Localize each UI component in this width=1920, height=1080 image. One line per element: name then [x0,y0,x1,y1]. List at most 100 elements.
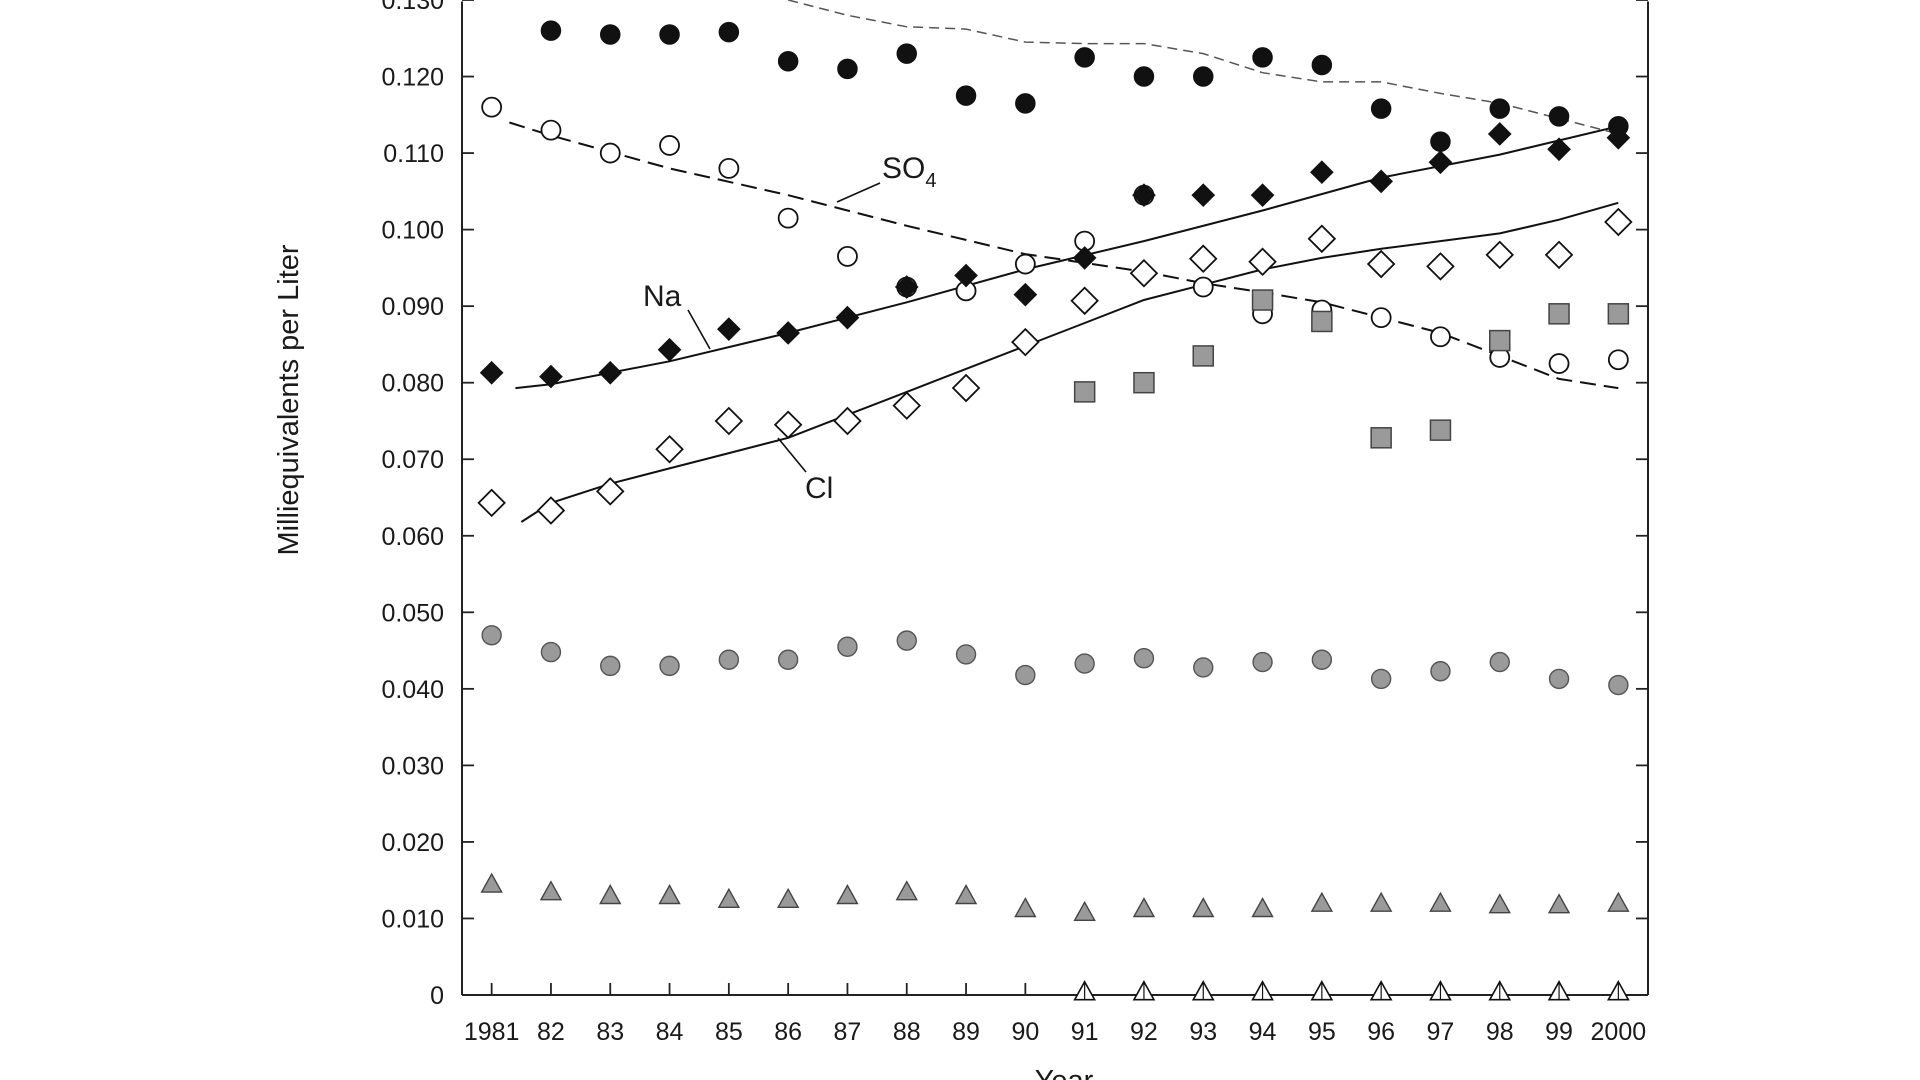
open-diamond-point [1604,207,1633,237]
gray-circle-point [777,649,799,670]
open-circle-point [777,207,799,229]
so4-trend-line [509,121,1619,390]
axes: 0 0.010 0.020 0.030 0.040 0.050 0.060 0.070 0.08… [381,0,1649,1046]
filled-diamond-point [1547,137,1571,162]
filled-diamond-point [1132,183,1156,208]
open-diamond-point [536,496,566,525]
gray-square-point [1548,303,1570,325]
na-label: Na [643,280,682,313]
na-leader-line [687,309,711,350]
x-tick-label: 97 [1427,1018,1455,1046]
y-tick-label: 0 [430,982,444,1010]
x-tick-label: 90 [1011,1018,1039,1046]
filled-diamond-point [1369,169,1393,194]
x-tick-label: 88 [893,1018,921,1046]
data-markers [477,20,1633,1001]
y-tick-label: 0.080 [381,370,444,398]
open-circle-point [1607,349,1629,371]
cl-label: Cl [805,472,833,505]
y-tick-label: 0.060 [381,523,444,551]
open-diamond-point [477,488,506,518]
cl-trend-line [520,201,1619,523]
gray-circle-point [1548,668,1570,690]
gray-circle-point [1430,661,1451,682]
filled-circle-point [1133,66,1155,87]
open-diamond-point [714,406,744,436]
y-tick-label: 0.020 [381,829,444,857]
open-circle-point [481,96,503,118]
filled-diamond-point [1310,160,1334,185]
y-tick-label: 0.030 [381,752,444,780]
x-tick-label: 87 [834,1018,862,1046]
gray-circle-point [659,655,680,677]
x-tick-label: 1981 [464,1018,520,1046]
y-tick-label: 0.120 [381,64,444,92]
filled-diamond-point [1250,183,1275,208]
open-diamond-point [1426,252,1455,281]
gray-square-point [1192,345,1214,367]
filled-diamond-point [954,263,978,288]
gray-triangle-point [1132,897,1156,918]
filled-circle-point [837,58,858,80]
open-circle-point [659,135,680,156]
open-diamond-point [595,477,625,506]
open-circle-point [1548,353,1570,374]
so4-label: SO4 [882,152,936,192]
series-labels: SO4 Na Cl [643,152,936,505]
filled-diamond-point [717,317,741,341]
open-diamond-point [1248,247,1277,277]
open-diamond-point [833,406,862,436]
x-tick-label: 92 [1130,1018,1158,1046]
x-axis-title: Year [1035,1065,1094,1080]
gray-triangle-point [1547,893,1571,914]
gray-square-point [1073,381,1096,403]
open-diamond-point [892,391,922,420]
filled-diamond-point [1013,282,1038,307]
gray-circle-point [540,641,562,663]
gray-circle-point [1074,653,1095,674]
open-diamond-point [1485,240,1515,270]
gray-triangle-point [1607,891,1630,912]
y-tick-label: 0.040 [381,676,444,704]
filled-diamond-point [894,275,919,299]
open-circle-point [540,119,562,141]
filled-diamond-point [598,360,623,385]
open-diamond-point [951,373,981,403]
x-tick-label: 85 [715,1018,743,1046]
filled-circle-point [540,20,562,41]
y-tick-label: 0.110 [383,140,444,168]
gray-triangle-point [954,884,978,905]
gray-circle-point [1608,674,1629,696]
x-tick-label: 96 [1367,1018,1395,1046]
gray-circle-point [896,630,917,651]
gray-triangle-point [1251,897,1274,918]
gray-triangle-point [480,872,503,893]
open-diamond-point [1188,244,1218,273]
gray-triangle-point [776,887,800,909]
gray-triangle-point [1488,893,1511,914]
gray-square-point [1607,303,1630,325]
gray-square-point [1133,371,1155,394]
so4-label-main: SO [882,152,925,185]
y-tick-label: 0.090 [381,293,444,321]
filled-circle-point [777,50,799,72]
gray-square-point [1251,289,1274,311]
open-circle-point [718,157,740,179]
y-tick-label: 0.010 [381,905,444,933]
gray-triangle-point [1192,897,1215,918]
y-axis-title: Milliequivalents per Liter [273,244,305,555]
filled-circle-point [955,85,977,106]
open-circle-point [837,246,858,267]
filled-circle-point [1074,47,1095,68]
filled-circle-point [1193,66,1214,87]
filled-circle-point [659,24,680,45]
gray-triangle-point [599,884,622,905]
gray-triangle-point [1369,891,1393,912]
gray-circle-point [1133,648,1155,669]
filled-circle-point [1430,131,1451,152]
gray-triangle-point [539,880,563,901]
y-tick-label: 0.070 [381,446,444,474]
y-tick-label: 0.050 [381,599,444,627]
filled-circle-point [600,24,621,45]
